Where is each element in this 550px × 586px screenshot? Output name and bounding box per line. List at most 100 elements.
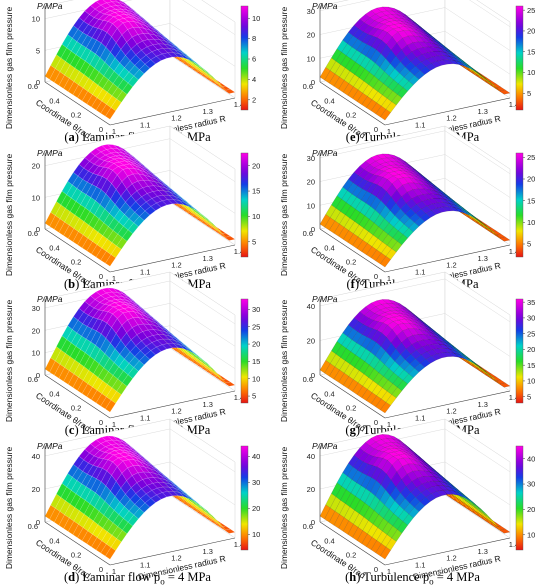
colorbar [515,298,524,404]
panel-letter: (c) [64,423,82,437]
x-tick-label: 1.3 [203,400,213,409]
z-tick-label: 0 [311,225,315,234]
surface-mesh [319,299,511,414]
surface-patch [95,0,107,6]
y-tick-label: 0 [99,272,103,281]
z-gridline [169,325,236,369]
surface-patch [224,235,236,241]
z-tick-label: 30 [307,7,315,16]
colorbar-tick-label: 20 [527,27,535,36]
chart-panel-f: 0 10 20 30 1 1.1 1.2 1.3 1.4 0 0.2 0.4 0.6 Dimensionl… [275,125,550,293]
colorbar-tick-label: 4 [252,75,256,84]
z-gridline [444,313,511,357]
z-tick-label: 40 [307,451,315,460]
x-tick-label: 1.2 [446,407,456,416]
x-tick-label: 1.3 [478,400,488,409]
side-wall [444,0,511,99]
colorbar-tick-label: 10 [252,530,260,539]
caption-value: = 4 MPa [164,569,211,584]
y-tick-label: 0.6 [28,522,38,531]
y-tick-label: 0.2 [71,404,81,413]
chart-panel-a: 0 5 10 1 1.1 1.2 1.3 1.4 0 0.2 0.4 0.6 Dimensionless… [0,0,275,147]
r-axis-line [384,244,511,272]
surface-plot-g: 0 20 40 1 1.1 1.2 1.3 1.4 0 0.2 0.4 0.6 Dimensionles… [279,271,535,435]
chart-panel-h: 0 20 40 1 1.1 1.2 1.3 1.4 0 0.2 0.4 0.6 Dimensionles… [275,418,550,586]
colorbar-tick-label: 15 [527,361,535,370]
z-axis-label: Dimensionless gas film pressure [4,153,14,276]
colorbar [240,445,249,550]
x-tick-label: 1 [387,274,391,283]
theta-axis-line [319,374,386,419]
surface-mesh [319,153,511,267]
theta-axis-line [319,228,386,272]
surface-mesh [319,6,511,121]
colorbar-tick-label: 20 [252,161,260,170]
x-tick-label: 1.3 [478,546,488,555]
surface-patch [499,89,511,95]
surface-patch [499,236,511,241]
z-tick-label: 0 [36,78,40,87]
y-tick-label: 0.6 [303,82,313,91]
colorbar-tick-label: 20 [252,340,260,349]
z-gridline [319,0,371,11]
z-gridline [169,23,236,67]
x-tick-label: 1.1 [140,413,150,422]
colorbar-tick-label: 10 [252,14,260,23]
z-unit-label: P/MPa [312,441,338,451]
x-tick-label: 1.2 [171,114,181,123]
surface-patch [109,0,119,3]
caption-subscript: o [160,576,165,586]
z-gridline [444,130,511,174]
panel-letter: (b) [64,276,83,291]
chart-panel-e: 0 10 20 30 1 1.1 1.2 1.3 1.4 0 0.2 0.4 0.6 Dimensionl… [275,0,550,147]
z-tick-label: 20 [32,161,40,170]
theta-axis-line [44,228,111,272]
panel-caption: (h) Turbulence po = 4 MPa [275,570,550,586]
z-tick-label: 20 [32,326,40,335]
z-gridline [169,347,236,392]
x-tick-label: 1.4 [509,247,519,256]
y-tick-label: 0.6 [28,229,38,238]
y-tick-label: 0.6 [303,229,313,238]
colorbar-tick-label: 30 [527,479,535,488]
panel-caption: (d) Laminar flow po = 4 MPa [0,570,275,586]
chart-panel-b: 0 10 20 1 1.1 1.2 1.3 1.4 0 0.2 0.4 0.6 Dimensionles… [0,125,275,293]
surface-mesh [44,287,236,413]
y-tick-label: 0.6 [28,82,38,91]
z-gridline [444,278,511,323]
z-tick-label: 20 [307,484,315,493]
y-tick-label: 0.4 [49,389,59,398]
surface-patch [442,337,453,346]
z-gridline [444,494,511,538]
colorbar [240,298,249,404]
x-tick-label: 1.3 [203,253,213,262]
z-tick-label: 0 [36,371,40,380]
colorbar-tick-label: 8 [252,34,256,43]
z-tick-label: 0 [36,518,40,527]
surface-plot-e: 0 10 20 30 1 1.1 1.2 1.3 1.4 0 0.2 0.4 0.6 Dimensionl… [279,0,535,142]
surface-patch [499,528,511,533]
y-tick-label: 0.6 [28,375,38,384]
z-tick-label: 20 [307,31,315,40]
colorbar-tick-label: 20 [527,505,535,514]
chart-panel-g: 0 20 40 1 1.1 1.2 1.3 1.4 0 0.2 0.4 0.6 Dimensionles… [275,271,550,440]
x-tick-label: 1 [387,420,391,429]
colorbar-tick-label: 15 [527,196,535,205]
caption-subscript: o [429,576,434,586]
caption-value: = 4 MPa [433,569,480,584]
x-tick-label: 1.1 [140,560,150,569]
y-tick-label: 0.4 [49,243,59,252]
colorbar-tick-label: 10 [527,377,535,386]
panel-letter: (a) [64,130,83,144]
z-axis-label: Dimensionless gas film pressure [279,153,289,276]
x-tick-label: 1.4 [234,100,244,109]
z-unit-label: P/MPa [37,148,63,158]
colorbar-tick-label: 40 [527,454,535,463]
z-gridline [169,494,236,538]
caption-text: Turbulence p [363,569,430,584]
colorbar-tick-label: 25 [527,152,535,161]
colorbar-tick-label: 10 [252,374,260,383]
colorbar-tick-label: 15 [252,186,260,195]
colorbar [515,152,524,257]
surface-plot-c: 010203011.11.21.31.400.20.40.6Dimensionl… [4,271,260,435]
